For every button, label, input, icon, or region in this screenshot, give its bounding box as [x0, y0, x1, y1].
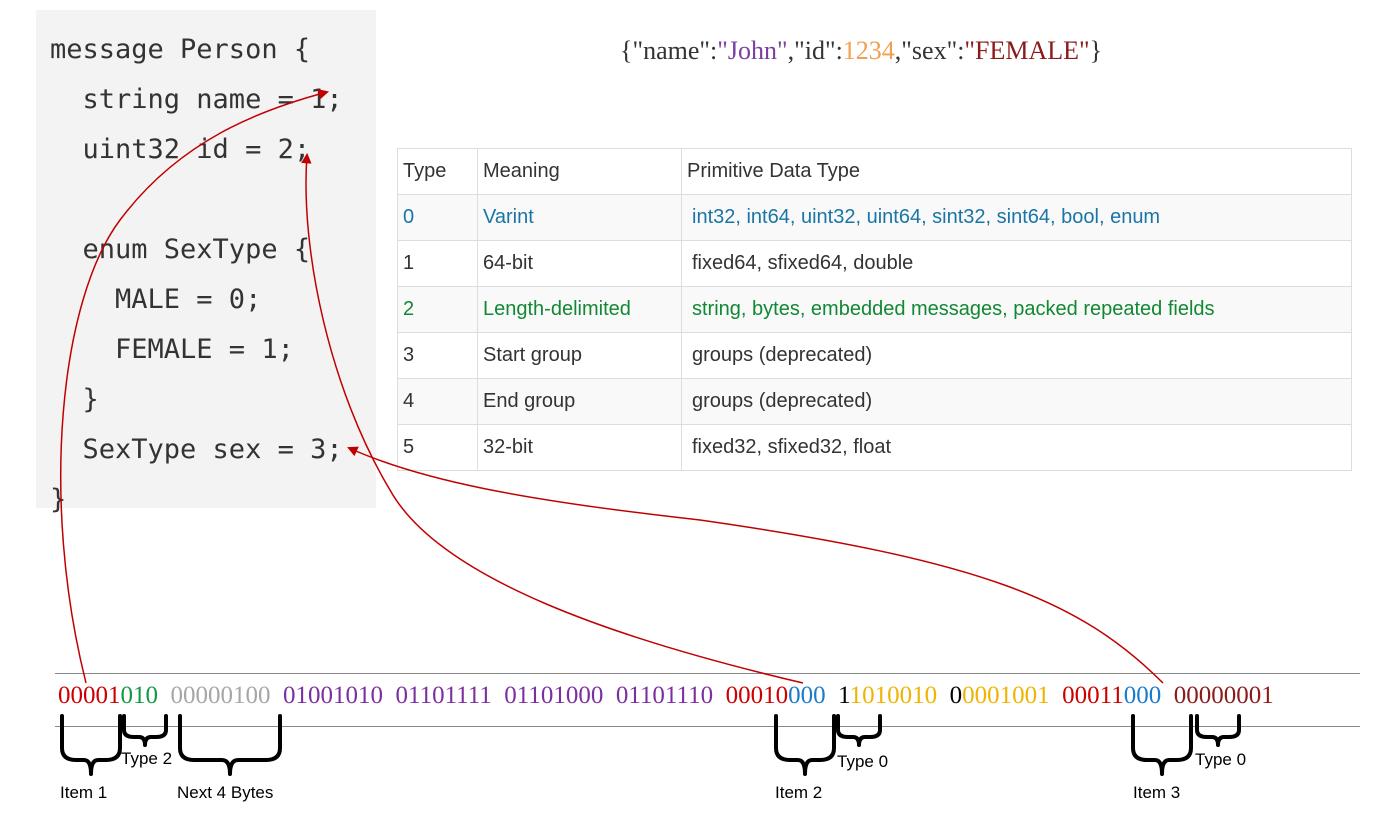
brace-type-2 [122, 714, 168, 747]
label-item-3: Item 3 [1133, 783, 1181, 802]
binary-encoding: 00001010 00000100 01001010 01101111 0110… [58, 682, 1274, 710]
table-row: 3 Start group groups (deprecated) [397, 332, 1352, 379]
binary-segment [271, 682, 284, 709]
cell-meaning: 32-bit [477, 424, 682, 471]
brace-item-3 [1131, 714, 1193, 776]
binary-segment [158, 682, 171, 709]
code-line-message-close: } [50, 484, 67, 515]
header-primitive: Primitive Data Type [681, 148, 1352, 195]
cell-type: 3 [397, 332, 478, 379]
json-comma: , [894, 36, 902, 65]
json-comma: , [787, 36, 795, 65]
brace-next-4-bytes [178, 714, 282, 776]
binary-bottom-rule [55, 726, 1360, 727]
cell-meaning: 64-bit [477, 240, 682, 287]
binary-segment: 000 [788, 682, 826, 709]
label-item-2: Item 2 [775, 783, 823, 802]
code-line-sex: SexType sex = 3; [50, 434, 343, 465]
arrow-item3-to-sex-field [347, 446, 1164, 684]
brace-type-0-a [836, 714, 882, 747]
label-next-4-bytes: Next 4 Bytes [177, 783, 274, 802]
json-brace-close: } [1089, 36, 1103, 65]
table-row: 2 Length-delimited string, bytes, embedded… [397, 286, 1352, 333]
json-value-name: "John" [717, 36, 788, 65]
cell-primitive: string, bytes, embedded messages, packed… [681, 286, 1352, 333]
wire-type-table: Type Meaning Primitive Data Type 0 Varint… [397, 148, 1352, 471]
binary-segment [1161, 682, 1174, 709]
json-value-id: 1234 [842, 36, 895, 65]
json-brace-open: { [620, 36, 633, 65]
label-type-2: Type 2 [121, 749, 173, 768]
cell-meaning: Length-delimited [477, 286, 682, 333]
binary-segment: 01001010 01101111 01101000 01101110 [283, 682, 714, 709]
json-colon: : [710, 36, 718, 65]
brace-type-0-b [1195, 714, 1241, 747]
code-line-enum-close: } [50, 384, 99, 415]
header-meaning: Meaning [477, 148, 682, 195]
cell-primitive: groups (deprecated) [681, 332, 1352, 379]
binary-segment [713, 682, 726, 709]
json-key-name: "name" [632, 36, 711, 65]
binary-segment: 0001001 [962, 682, 1050, 709]
cell-meaning: End group [477, 378, 682, 425]
proto-code-panel: message Person { string name = 1; uint32… [36, 10, 376, 515]
binary-segment: 00000001 [1173, 682, 1274, 709]
binary-segment: 1010010 [849, 682, 938, 709]
binary-segment: 010 [120, 682, 159, 709]
code-line-enum: enum SexType { [50, 234, 311, 265]
binary-segment [937, 682, 950, 709]
brace-item-2 [774, 714, 836, 776]
binary-top-rule [55, 673, 1360, 674]
cell-type: 1 [397, 240, 478, 287]
binary-segment: 00001 [58, 682, 121, 709]
binary-segment: 000 [1123, 682, 1162, 709]
binary-segment: 00010 [725, 682, 789, 709]
label-item-1: Item 1 [60, 783, 108, 802]
label-type-0-a: Type 0 [837, 752, 889, 771]
json-colon: : [835, 36, 843, 65]
cell-primitive: int32, int64, uint32, uint64, sint32, si… [681, 194, 1352, 241]
cell-type: 2 [397, 286, 478, 333]
table-header-row: Type Meaning Primitive Data Type [397, 148, 1352, 195]
code-line-male: MALE = 0; [50, 284, 262, 315]
json-key-sex: "sex" [901, 36, 958, 65]
binary-segment: 00000100 [170, 682, 271, 709]
cell-type: 4 [397, 378, 478, 425]
label-type-0-b: Type 0 [1195, 750, 1247, 769]
code-line-female: FEMALE = 1; [50, 334, 294, 365]
cell-primitive: groups (deprecated) [681, 378, 1352, 425]
table-row: 1 64-bit fixed64, sfixed64, double [397, 240, 1352, 287]
cell-type: 5 [397, 424, 478, 471]
code-line-uint32-id: uint32 id = 2; [50, 134, 311, 165]
cell-type: 0 [397, 194, 478, 241]
binary-segment: 00011 [1062, 682, 1124, 709]
cell-meaning: Varint [477, 194, 682, 241]
table-row: 5 32-bit fixed32, sfixed32, float [397, 424, 1352, 471]
code-line-message: message Person { [50, 34, 311, 65]
json-key-id: "id" [794, 36, 836, 65]
brace-item-1 [60, 714, 122, 776]
json-value-sex: "FEMALE" [964, 36, 1090, 65]
cell-primitive: fixed32, sfixed32, float [681, 424, 1352, 471]
binary-segment: 1 [838, 682, 850, 709]
cell-meaning: Start group [477, 332, 682, 379]
table-row: 4 End group groups (deprecated) [397, 378, 1352, 425]
binary-segment [1050, 682, 1063, 709]
header-type: Type [397, 148, 478, 195]
json-example: {"name":"John","id":1234,"sex":"FEMALE"} [620, 36, 1102, 66]
cell-primitive: fixed64, sfixed64, double [681, 240, 1352, 287]
binary-segment: 0 [949, 682, 963, 709]
binary-segment [826, 682, 839, 709]
json-colon: : [957, 36, 965, 65]
table-row: 0 Varint int32, int64, uint32, uint64, sin… [397, 194, 1352, 241]
code-line-string-name: string name = 1; [50, 84, 343, 115]
